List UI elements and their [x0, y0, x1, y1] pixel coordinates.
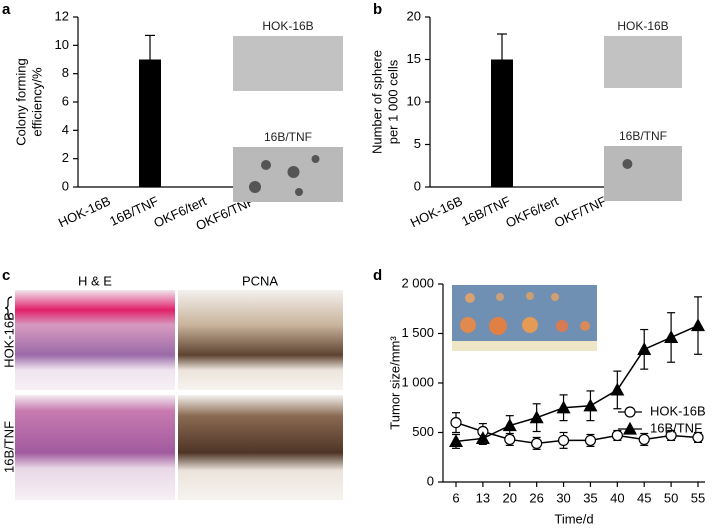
- point: [665, 429, 677, 442]
- x-tick-label: 6: [452, 490, 459, 505]
- y-tick-label: 1 500: [401, 325, 434, 340]
- point: [664, 330, 679, 344]
- point: [450, 417, 462, 429]
- y-tick-label: 8: [62, 65, 69, 80]
- bar: [491, 59, 513, 187]
- inset-image: [233, 147, 343, 202]
- panel-label: d: [373, 267, 382, 284]
- column-label: PCNA: [242, 273, 278, 288]
- y-tick-label: 20: [407, 8, 421, 23]
- point: [531, 437, 543, 449]
- inset-label: HOK-16B: [262, 19, 313, 33]
- panel-label: c: [2, 267, 10, 284]
- x-tick-label: OKF/TNF: [552, 193, 609, 230]
- point: [556, 400, 571, 414]
- x-tick-label: 13: [476, 490, 490, 505]
- y-axis-label: Colony forming: [13, 58, 28, 145]
- point: [624, 406, 636, 418]
- column-label: H & E: [78, 273, 112, 288]
- he-image: [15, 290, 175, 390]
- y-tick-label: 10: [55, 37, 69, 52]
- colony: [295, 188, 303, 196]
- point: [622, 421, 638, 435]
- row-label: HOK-16B: [1, 312, 16, 368]
- point: [692, 431, 704, 444]
- y-axis-label: Number of sphere: [369, 50, 384, 154]
- point: [529, 410, 544, 424]
- y-axis-label: per 1 000 cells: [385, 59, 400, 144]
- x-axis-label: Time/d: [554, 511, 593, 526]
- point: [637, 342, 652, 355]
- x-tick-label: 30: [556, 490, 570, 505]
- legend-label: HOK-16B: [650, 403, 706, 418]
- point: [475, 431, 490, 445]
- brace: [4, 296, 13, 320]
- y-tick-label: 1 000: [401, 374, 434, 389]
- tumor-photo: [452, 285, 597, 345]
- panel-label: b: [373, 1, 382, 18]
- x-tick-label: HOK-16B: [408, 193, 465, 230]
- inset-image: [233, 36, 343, 91]
- inset-image: [604, 36, 682, 88]
- x-tick-label: 35: [583, 490, 597, 505]
- he-image: [15, 395, 175, 500]
- x-tick-label: 26: [529, 490, 543, 505]
- y-tick-label: 0: [427, 473, 434, 488]
- y-tick-label: 0: [414, 178, 421, 193]
- inset-image: [604, 146, 682, 201]
- x-tick-label: HOK-16B: [56, 193, 113, 230]
- x-tick-label: 50: [664, 490, 678, 505]
- colony: [261, 160, 271, 170]
- x-tick-label: 55: [691, 490, 705, 505]
- series-line: [455, 324, 699, 443]
- y-axis-label: efficiency/%: [29, 67, 44, 137]
- point: [502, 418, 517, 432]
- point: [638, 433, 650, 446]
- point: [584, 434, 597, 447]
- x-tick-label: 16B/TNF: [107, 193, 161, 229]
- inset-label: HOK-16B: [617, 19, 668, 33]
- inset-label: 16B/TNF: [619, 129, 667, 143]
- y-tick-label: 500: [412, 424, 434, 439]
- y-tick-label: 6: [62, 93, 69, 108]
- panel-label: a: [2, 1, 11, 18]
- point: [611, 429, 623, 442]
- y-tick-label: 15: [407, 51, 421, 66]
- legend-label: 16B/TNF: [650, 420, 702, 435]
- row-label: 16B/TNF: [1, 421, 16, 473]
- x-tick-label: OKF6/tert: [503, 193, 561, 231]
- series-line: [455, 421, 699, 445]
- colony: [287, 166, 300, 178]
- x-tick-label: 16B/TNF: [459, 193, 513, 229]
- point: [690, 318, 706, 332]
- y-axis-label: Tumor size/mm³: [387, 336, 402, 430]
- colony: [249, 181, 261, 193]
- x-tick-label: 40: [610, 490, 624, 505]
- y-tick-label: 2 000: [401, 275, 434, 290]
- bar: [139, 59, 161, 187]
- y-tick-label: 12: [55, 8, 69, 23]
- tumors: [460, 292, 590, 335]
- x-tick-label: 20: [503, 490, 517, 505]
- inset-label: 16B/TNF: [264, 130, 312, 144]
- point: [504, 433, 516, 446]
- y-tick-label: 0: [62, 178, 69, 193]
- pcna-image: [178, 290, 343, 390]
- y-tick-label: 10: [407, 93, 421, 108]
- point: [448, 434, 464, 448]
- point: [557, 434, 570, 447]
- y-tick-label: 2: [62, 150, 69, 165]
- x-tick-label: 45: [637, 490, 651, 505]
- point: [610, 382, 625, 396]
- colony: [311, 155, 320, 163]
- y-tick-label: 5: [414, 136, 421, 151]
- ruler: [452, 341, 597, 351]
- pcna-image: [178, 395, 343, 500]
- point: [583, 398, 598, 412]
- y-tick-label: 4: [62, 122, 69, 137]
- colony: [622, 159, 633, 169]
